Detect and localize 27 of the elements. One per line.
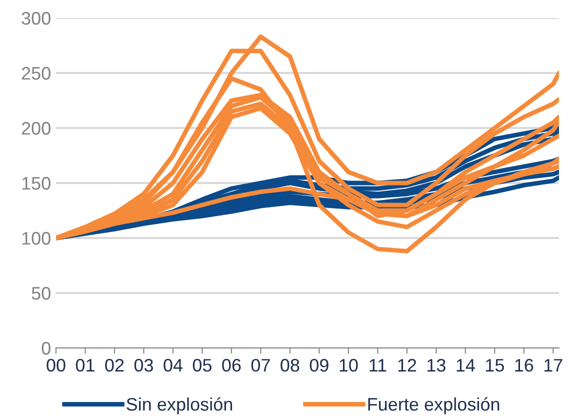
x-tick-label: 09 (310, 358, 328, 372)
x-tick-label: 07 (251, 358, 270, 372)
x-tick-label: 03 (134, 358, 153, 372)
y-tick-label: 250 (22, 66, 50, 80)
x-tick-label: 00 (46, 358, 66, 372)
x-tick-label: 10 (340, 358, 358, 372)
y-tick-label: 300 (22, 12, 50, 25)
legend-label: Sin explosión (126, 397, 232, 414)
x-tick-label: 17 (544, 359, 562, 372)
x-tick-label: 08 (280, 358, 300, 372)
x-tick-label: 16 (515, 358, 534, 372)
x-tick-label: 02 (105, 358, 124, 372)
y-tick-label: 200 (22, 122, 50, 135)
x-tick-label: 06 (222, 358, 241, 372)
x-tick-label: 15 (486, 359, 504, 372)
x-tick-label: 12 (398, 358, 416, 372)
x-tick-label: 04 (164, 358, 182, 372)
x-tick-label: 13 (428, 358, 446, 372)
y-tick-label: 150 (22, 176, 50, 190)
y-tick-label: 0 (42, 342, 50, 355)
y-tick-label: 100 (22, 232, 50, 245)
x-tick-label: 01 (76, 358, 94, 372)
y-tick-label: 50 (32, 286, 50, 300)
x-tick-label: 14 (456, 359, 475, 372)
legend-label: Fuerte explosión (368, 397, 500, 414)
x-tick-label: 05 (192, 358, 212, 372)
x-tick-label: 11 (370, 359, 386, 372)
